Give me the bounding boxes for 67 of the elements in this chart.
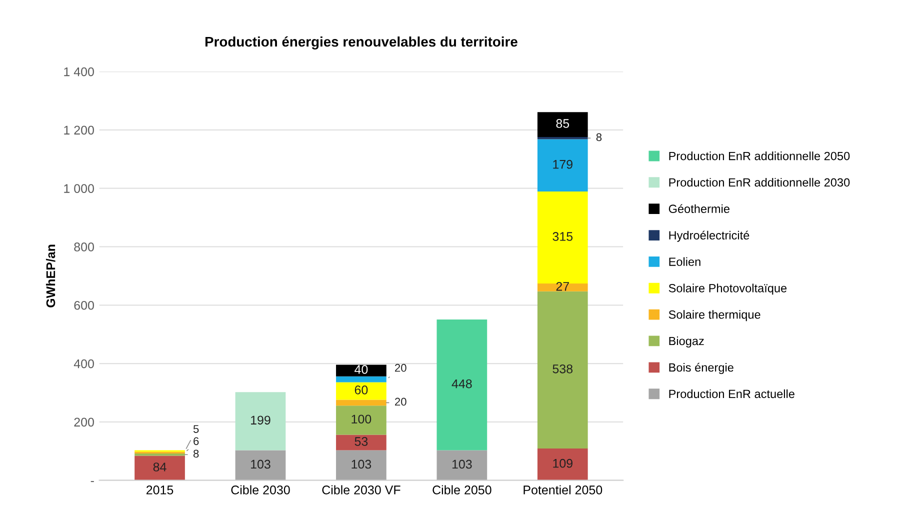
data-label: 448 <box>452 379 472 388</box>
data-label: 20 <box>394 364 406 372</box>
bar <box>336 450 386 480</box>
bar <box>537 291 588 449</box>
bar <box>537 284 588 292</box>
data-label: 20 <box>394 398 406 406</box>
legend-label: Solaire Photovoltaïque <box>668 284 787 295</box>
x-tick-label: Cible 2030 <box>231 485 290 494</box>
data-label: 6 <box>194 437 199 446</box>
data-label: 8 <box>193 450 199 458</box>
data-label: 85 <box>556 119 570 128</box>
data-label: 538 <box>552 364 573 374</box>
y-tick-label: 1 400 <box>64 67 94 76</box>
data-label: 8 <box>596 133 602 142</box>
y-axis-title: GWhEP/an <box>46 244 56 308</box>
legend-label: Géothermie <box>668 204 730 214</box>
bar <box>336 382 386 400</box>
bar <box>336 376 386 382</box>
bar <box>436 450 488 480</box>
legend-label: Hydroélectricité <box>669 230 750 242</box>
bar <box>537 112 588 137</box>
bar <box>336 400 386 406</box>
bar <box>336 364 386 376</box>
bar <box>134 453 185 456</box>
data-label: 5 <box>193 425 199 433</box>
bar <box>537 136 588 140</box>
bar <box>537 192 588 284</box>
data-label: 100 <box>352 414 372 424</box>
legend-label: Bois énergie <box>669 362 734 374</box>
legend-label: Production EnR additionnelle 2030 <box>669 178 850 187</box>
bar <box>537 139 588 192</box>
legend-label: Production EnR actuelle <box>669 389 794 398</box>
data-label: 84 <box>153 462 166 472</box>
data-label: 60 <box>354 385 368 394</box>
legend-label: Eolien <box>669 257 700 266</box>
legend-label: Production EnR additionnelle 2050 <box>669 152 850 160</box>
y-tick-label: - <box>90 481 94 482</box>
x-tick-label: Cible 2050 <box>432 485 492 494</box>
bar <box>134 456 185 480</box>
legend-label: Solaire thermique <box>668 310 760 322</box>
data-label: 199 <box>251 416 270 425</box>
bar <box>336 406 386 435</box>
x-tick-label: Potentiel 2050 <box>524 485 602 494</box>
data-label: 40 <box>354 365 368 374</box>
y-tick-label: 1 000 <box>64 184 94 193</box>
bar <box>235 450 286 480</box>
y-tick-label: 400 <box>74 359 94 368</box>
data-label: 103 <box>452 460 472 469</box>
bar <box>436 319 488 450</box>
data-label: 53 <box>354 437 368 446</box>
y-tick-label: 200 <box>74 418 94 427</box>
bar <box>235 392 286 450</box>
y-tick-label: 600 <box>74 300 94 310</box>
chart-title: Production énergies renouvelables du territoire <box>205 36 518 50</box>
y-tick-label: 800 <box>74 242 94 252</box>
data-label: 109 <box>553 458 572 468</box>
data-label: 27 <box>556 282 569 291</box>
data-label: 315 <box>552 232 573 241</box>
x-tick-label: Cible 2030 VF <box>322 485 400 494</box>
bar <box>537 448 588 480</box>
data-label: 103 <box>352 460 372 469</box>
data-label: 103 <box>251 460 270 469</box>
x-tick-label: 2015 <box>146 486 174 494</box>
y-tick-label: 1 200 <box>64 126 94 135</box>
data-label: 179 <box>553 160 572 169</box>
legend-label: Biogaz <box>669 336 704 348</box>
bar <box>336 434 386 450</box>
